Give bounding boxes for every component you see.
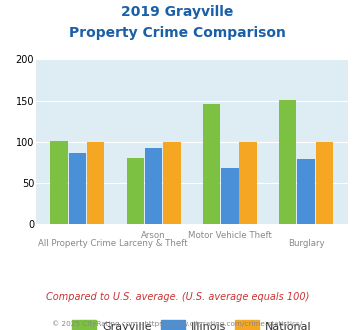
Bar — [145, 148, 162, 224]
Text: 2019 Grayville: 2019 Grayville — [121, 5, 234, 19]
Bar — [239, 142, 257, 224]
Text: © 2025 CityRating.com - https://www.cityrating.com/crime-statistics/: © 2025 CityRating.com - https://www.city… — [53, 320, 302, 327]
Text: Property Crime Comparison: Property Crime Comparison — [69, 26, 286, 40]
Text: Burglary: Burglary — [288, 239, 324, 248]
Bar — [316, 142, 333, 224]
Text: Motor Vehicle Theft: Motor Vehicle Theft — [188, 231, 272, 240]
Bar — [69, 152, 86, 224]
Text: All Property Crime: All Property Crime — [38, 239, 116, 248]
Bar — [87, 142, 104, 224]
Bar — [203, 104, 220, 224]
Bar — [50, 141, 68, 224]
Bar — [126, 157, 144, 224]
Bar — [221, 168, 239, 224]
Text: Arson: Arson — [141, 231, 166, 240]
Text: Compared to U.S. average. (U.S. average equals 100): Compared to U.S. average. (U.S. average … — [46, 292, 309, 302]
Text: Larceny & Theft: Larceny & Theft — [119, 239, 188, 248]
Legend: Grayville, Illinois, National: Grayville, Illinois, National — [67, 316, 316, 330]
Bar — [279, 100, 296, 224]
Bar — [297, 159, 315, 224]
Bar — [163, 142, 181, 224]
